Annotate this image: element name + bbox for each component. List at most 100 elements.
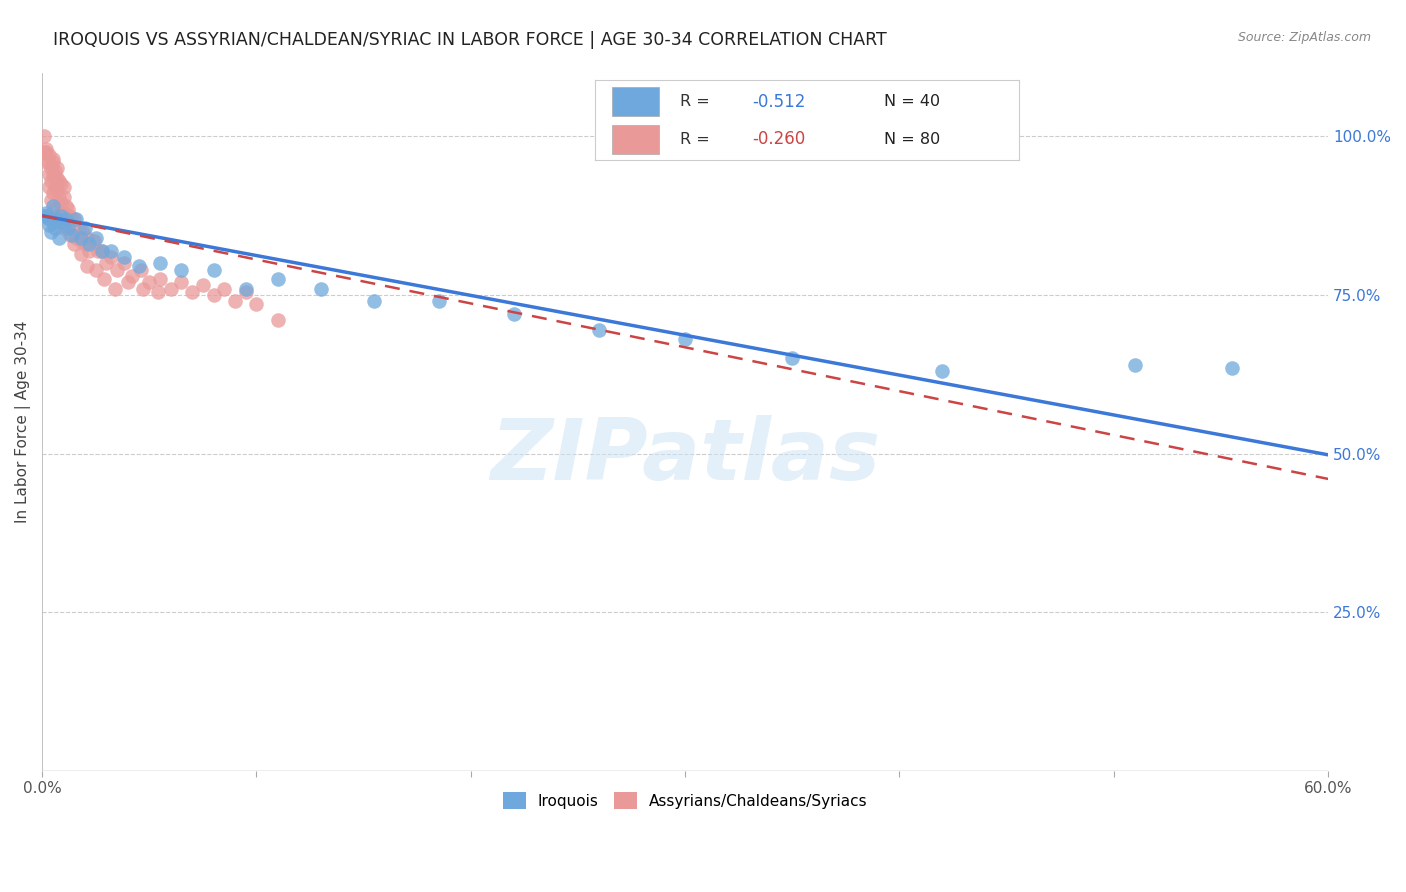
Point <box>77 244 100 258</box>
Point <box>44 202 66 217</box>
Point <box>39 193 62 207</box>
Point <box>128 260 150 274</box>
Point <box>117 275 139 289</box>
Point <box>235 285 257 299</box>
Point <box>44 221 66 235</box>
Point <box>42 168 65 182</box>
Point <box>51 209 73 223</box>
Point <box>235 282 257 296</box>
Point <box>112 250 135 264</box>
Point <box>52 218 75 232</box>
Point <box>104 282 127 296</box>
Point <box>39 174 62 188</box>
Point <box>44 180 66 194</box>
Point <box>267 313 290 327</box>
Point <box>48 174 70 188</box>
Point <box>51 205 73 219</box>
Point <box>93 272 115 286</box>
Point <box>39 161 62 175</box>
Point <box>51 177 73 191</box>
Point <box>76 260 98 274</box>
Point <box>673 332 696 346</box>
Point <box>32 145 55 160</box>
Point <box>55 199 77 213</box>
Point <box>39 225 62 239</box>
Point <box>55 211 77 226</box>
Point <box>91 244 114 258</box>
Point <box>42 199 65 213</box>
Point <box>69 234 91 248</box>
Point <box>129 262 152 277</box>
Point <box>52 189 75 203</box>
Point <box>202 288 225 302</box>
Point <box>48 215 70 229</box>
Point <box>267 272 290 286</box>
Point <box>69 231 91 245</box>
Point <box>132 282 155 296</box>
Point <box>46 209 69 223</box>
Point <box>60 227 83 242</box>
Point <box>84 231 107 245</box>
Point <box>65 231 87 245</box>
Point <box>55 211 77 226</box>
Point <box>52 221 75 235</box>
Point <box>65 211 87 226</box>
Point <box>245 297 267 311</box>
Point <box>72 225 94 239</box>
Point <box>76 231 98 245</box>
Point <box>202 262 225 277</box>
Point <box>73 237 96 252</box>
Point <box>35 145 58 160</box>
Point <box>363 294 385 309</box>
Point <box>32 209 55 223</box>
Point <box>32 129 55 144</box>
Point <box>214 282 236 296</box>
Point <box>146 285 169 299</box>
Point <box>588 323 610 337</box>
Point <box>181 285 204 299</box>
Y-axis label: In Labor Force | Age 30-34: In Labor Force | Age 30-34 <box>15 320 31 523</box>
Point <box>46 161 69 175</box>
Point <box>191 278 214 293</box>
Point <box>309 282 332 296</box>
Point <box>73 221 96 235</box>
Point <box>87 244 110 258</box>
Point <box>1123 358 1146 372</box>
Point <box>38 218 60 232</box>
Point <box>38 180 60 194</box>
Point <box>96 256 118 270</box>
Point <box>35 154 58 169</box>
Point <box>59 227 82 242</box>
Point <box>112 256 135 270</box>
Point <box>224 294 246 309</box>
Point <box>170 275 193 289</box>
Point <box>56 221 79 235</box>
Text: Source: ZipAtlas.com: Source: ZipAtlas.com <box>1237 31 1371 45</box>
Point <box>69 246 91 260</box>
Point <box>427 294 450 309</box>
Point <box>159 282 181 296</box>
Point <box>42 152 65 166</box>
Point <box>46 170 69 185</box>
Point <box>100 244 122 258</box>
Point <box>105 262 128 277</box>
Point <box>51 196 73 211</box>
Point <box>149 272 172 286</box>
Point <box>48 231 70 245</box>
Point <box>35 205 58 219</box>
Point <box>63 237 86 252</box>
Point <box>55 211 77 226</box>
Point <box>56 202 79 217</box>
Point <box>59 209 82 223</box>
Point <box>83 234 105 248</box>
Point <box>38 211 60 226</box>
Point <box>170 262 193 277</box>
Legend: Iroquois, Assyrians/Chaldeans/Syriacs: Iroquois, Assyrians/Chaldeans/Syriacs <box>496 786 873 815</box>
Point <box>931 364 953 378</box>
Point <box>91 244 114 258</box>
Point <box>35 209 58 223</box>
Point <box>46 211 69 226</box>
Point <box>63 211 86 226</box>
Point <box>782 351 804 366</box>
Point <box>42 215 65 229</box>
